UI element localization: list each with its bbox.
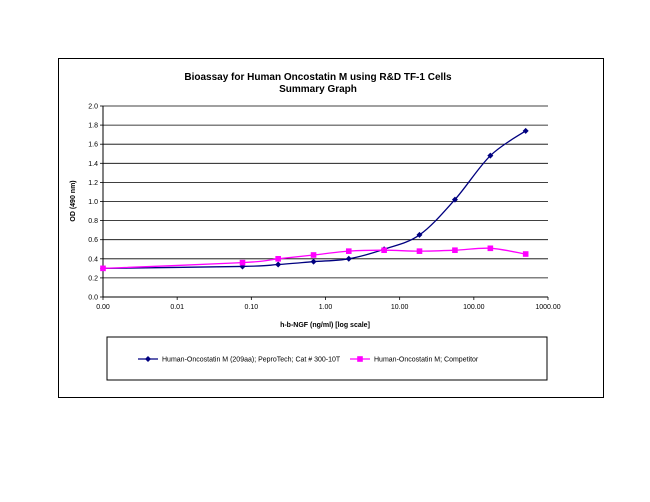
data-point [416,248,423,254]
x-tick-label: 1.00 [319,304,333,311]
y-tick-label: 0.4 [88,256,98,263]
legend-item-1: Human-Oncostatin M (209aa); PeproTech; C… [138,356,341,364]
x-tick-label: 0.01 [170,304,184,311]
series-2 [100,245,529,272]
legend-box [106,336,548,381]
legend-label: Human-Oncostatin M (209aa); PeproTech; C… [162,357,341,364]
data-point [522,127,529,134]
data-point [522,251,529,257]
series-line [102,247,526,269]
y-tick-labels: 0.0 0.2 0.4 0.6 0.8 1.0 1.2 1.4 1.6 1.8 2.0 [88,104,98,302]
data-point [345,255,352,262]
x-axis-label: h-b-NGF (ng/ml) [log scale] [280,322,370,329]
chart-subtitle: Summary Graph [279,84,357,95]
data-point [275,256,281,262]
data-point [310,258,317,265]
y-axis-label: OD (490 nm) [70,180,77,221]
y-tick-label: 0.8 [88,218,98,225]
data-point [452,247,458,254]
data-point [487,245,494,252]
data-point [239,259,246,266]
y-tick-label: 2.0 [88,104,98,111]
y-tick-label: 1.8 [88,123,98,130]
legend-item-2: Human-Oncostatin M; Competitor [350,356,479,364]
y-tick-label: 0.2 [88,275,98,282]
data-point [416,231,423,238]
x-tick-label: 1000.00 [535,304,560,311]
chart-title: Bioassay for Human Oncostatin M using R&… [184,72,452,83]
legend-marker [145,356,151,362]
y-tick-label: 1.0 [88,199,98,206]
data-point [100,265,106,272]
gridlines [100,105,548,298]
x-tick-label: 0.00 [96,304,110,311]
data-point [310,252,317,258]
data-point [381,247,387,254]
series-line [102,130,527,269]
y-tick-label: 1.6 [88,142,98,149]
y-tick-label: 1.4 [88,161,98,168]
legend-marker [357,356,363,362]
legend-label: Human-Oncostatin M; Competitor [374,357,479,364]
data-point [487,152,494,159]
data-point [345,248,352,254]
y-tick-label: 0.0 [88,295,98,302]
y-tick-label: 0.6 [88,237,98,244]
x-tick-label: 0.10 [245,304,259,311]
x-tick-labels: 0.00 0.01 0.10 1.00 10.00 100.00 1000.00 [96,297,561,311]
data-point [451,196,458,203]
series-layer [100,127,529,272]
legend: Human-Oncostatin M (209aa); PeproTech; C… [138,356,479,364]
data-point [275,261,282,268]
x-tick-label: 100.00 [463,304,485,311]
y-tick-label: 1.2 [88,180,98,187]
x-tick-label: 10.00 [391,304,409,311]
